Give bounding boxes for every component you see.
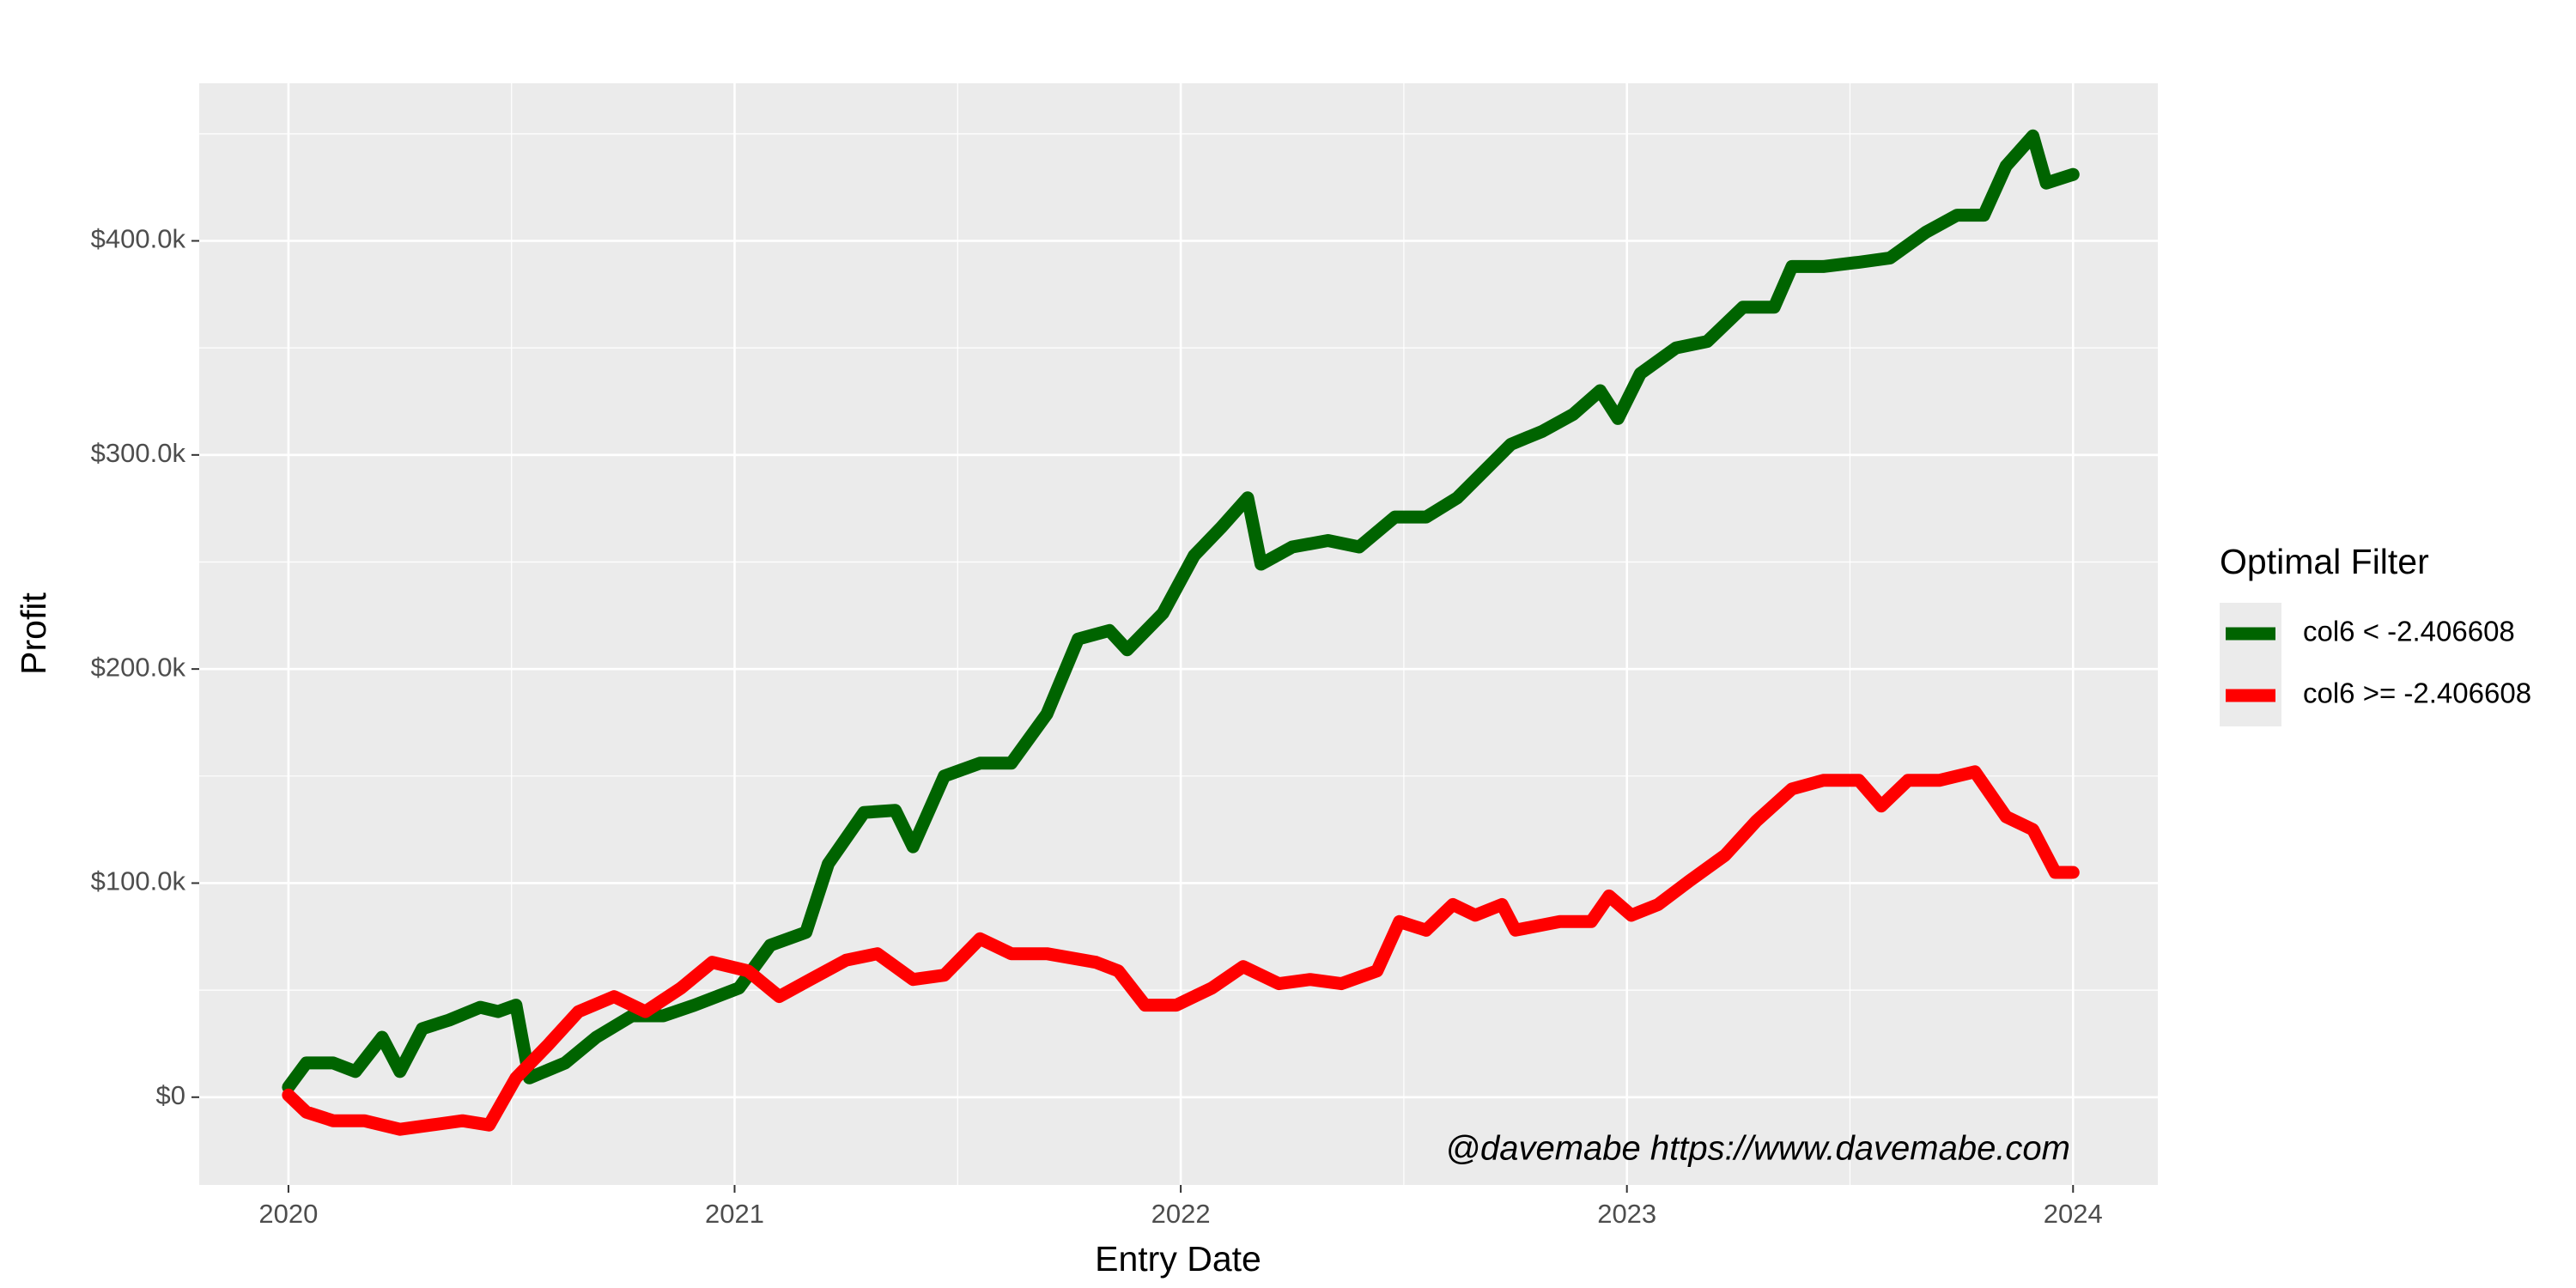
legend-label: col6 < -2.406608 <box>2303 616 2515 647</box>
x-tick-label: 2023 <box>1597 1199 1656 1229</box>
lines <box>282 129 2080 1136</box>
x-tick-label: 2021 <box>705 1199 764 1229</box>
legend: col6 < -2.406608 col6 >= -2.406608 <box>2220 603 2531 726</box>
y-tick-label: $200.0k <box>91 652 186 682</box>
series-line <box>282 765 2080 1136</box>
legend-title: Optimal Filter <box>2220 542 2429 581</box>
plot-panel <box>199 83 2158 1185</box>
y-tick-label: $400.0k <box>91 224 186 254</box>
y-tick-label: $300.0k <box>91 438 186 468</box>
series-line <box>282 129 2080 1094</box>
legend-label: col6 >= -2.406608 <box>2303 677 2531 709</box>
grid <box>199 83 2158 1185</box>
y-tick-label: $0 <box>156 1080 185 1110</box>
y-axis-title: Profit <box>14 592 53 675</box>
annotation: @davemabe https://www.davemabe.com <box>1445 1130 2070 1168</box>
x-axis-title: Entry Date <box>1095 1239 1261 1279</box>
x-tick-label: 2020 <box>258 1199 318 1229</box>
y-tick-label: $100.0k <box>91 866 186 896</box>
x-tick-label: 2024 <box>2044 1199 2103 1229</box>
x-tick-label: 2022 <box>1151 1199 1211 1229</box>
